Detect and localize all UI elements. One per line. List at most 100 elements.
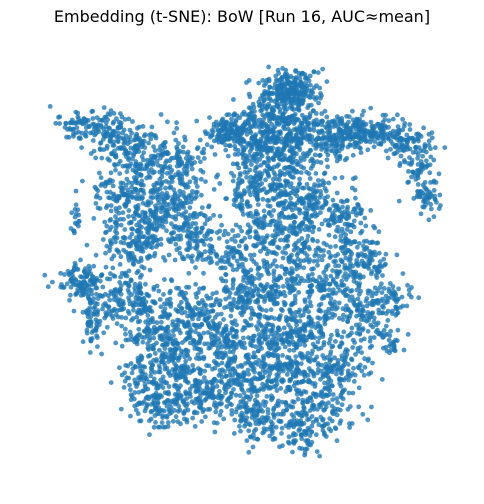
- data-point: [258, 162, 264, 168]
- data-point: [164, 390, 170, 396]
- data-point: [151, 330, 157, 336]
- data-point: [168, 304, 174, 309]
- data-point: [151, 335, 157, 341]
- data-point: [182, 137, 188, 143]
- data-point: [339, 377, 345, 382]
- data-point: [64, 281, 70, 287]
- data-point: [217, 213, 223, 219]
- data-point: [267, 339, 272, 345]
- data-point: [205, 296, 211, 301]
- data-point: [57, 121, 62, 126]
- data-point: [420, 204, 426, 210]
- data-point: [277, 85, 283, 90]
- data-point: [236, 126, 242, 132]
- data-point: [258, 322, 263, 328]
- data-point: [104, 276, 110, 282]
- data-point: [86, 319, 91, 325]
- data-point: [313, 391, 319, 397]
- data-point: [203, 179, 208, 185]
- data-point: [72, 260, 78, 266]
- data-point: [79, 130, 85, 136]
- data-point: [199, 192, 204, 198]
- data-point: [301, 371, 307, 377]
- data-point: [409, 160, 415, 166]
- data-point: [226, 136, 232, 142]
- data-point: [225, 333, 230, 338]
- data-point: [365, 417, 371, 423]
- data-point: [190, 308, 195, 314]
- data-point: [122, 192, 128, 198]
- data-point: [266, 76, 272, 82]
- data-point: [298, 129, 304, 135]
- data-point: [211, 333, 217, 339]
- data-point: [212, 326, 218, 332]
- data-point: [276, 317, 282, 322]
- data-point: [104, 203, 110, 209]
- data-point: [313, 111, 319, 116]
- data-point: [158, 304, 164, 310]
- data-point: [73, 291, 79, 297]
- data-point: [294, 360, 300, 366]
- data-point: [123, 331, 128, 337]
- data-point: [299, 84, 304, 90]
- data-point: [133, 187, 139, 193]
- data-point: [114, 321, 120, 327]
- data-point: [310, 271, 315, 277]
- data-point: [346, 377, 351, 383]
- data-point: [218, 311, 224, 317]
- data-point: [156, 288, 162, 294]
- data-point: [241, 390, 247, 396]
- data-point: [215, 362, 221, 368]
- data-point: [262, 403, 268, 408]
- data-point: [272, 316, 278, 321]
- data-point: [73, 188, 79, 194]
- data-point: [172, 190, 178, 196]
- data-point: [99, 155, 105, 161]
- data-point: [275, 67, 281, 73]
- data-point: [121, 127, 127, 133]
- data-point: [343, 130, 348, 136]
- data-point: [319, 111, 325, 116]
- data-point: [251, 113, 257, 119]
- data-point: [67, 125, 73, 131]
- data-point: [322, 380, 327, 386]
- data-point: [334, 396, 340, 401]
- data-point: [246, 335, 251, 340]
- data-point: [87, 350, 93, 355]
- data-point: [315, 70, 321, 75]
- data-point: [159, 313, 165, 319]
- data-point: [159, 174, 165, 180]
- data-point: [165, 119, 170, 125]
- data-point: [341, 329, 347, 335]
- data-point: [187, 205, 193, 211]
- data-point: [324, 114, 330, 120]
- data-point: [186, 284, 192, 290]
- data-point: [184, 352, 190, 357]
- data-point: [95, 308, 101, 314]
- data-point: [165, 424, 171, 429]
- data-point: [254, 393, 260, 399]
- data-point: [345, 406, 351, 412]
- data-point: [113, 239, 118, 245]
- data-point: [147, 218, 152, 223]
- data-point: [221, 317, 227, 322]
- data-point: [277, 337, 282, 342]
- data-point: [316, 303, 322, 308]
- data-point: [158, 155, 163, 161]
- data-point: [144, 175, 150, 181]
- data-point: [190, 363, 196, 368]
- data-point: [339, 116, 345, 121]
- data-point: [431, 157, 437, 163]
- data-point: [407, 135, 412, 141]
- data-point: [277, 274, 282, 279]
- data-point: [89, 336, 95, 341]
- data-point: [269, 395, 274, 401]
- data-point: [257, 103, 262, 109]
- data-point: [184, 419, 190, 425]
- data-point: [160, 374, 166, 380]
- data-point: [105, 111, 111, 117]
- data-point: [307, 148, 313, 153]
- data-point: [285, 364, 290, 370]
- data-point: [298, 379, 304, 385]
- data-point: [429, 135, 435, 141]
